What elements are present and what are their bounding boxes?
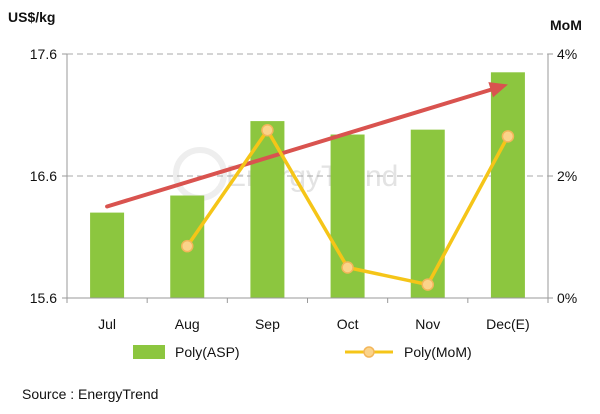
mom-point-3 (341, 261, 354, 274)
mom-point-1 (181, 239, 194, 253)
legend: Poly(ASP) Poly(MoM) (133, 344, 472, 360)
line-series (181, 124, 515, 291)
left-tick-labels: 15.6 16.6 17.6 (30, 46, 67, 306)
legend-line-marker (363, 346, 375, 358)
x-tick-labels: Jul Aug Sep Oct Nov Dec(E) (66, 298, 549, 332)
x-tick-label-5: Dec(E) (486, 316, 530, 332)
x-tick-label-0: Jul (98, 316, 116, 332)
right-tick-label-2: 4% (557, 46, 577, 62)
bar-series (90, 72, 525, 298)
trend-arrow (105, 82, 508, 209)
x-tick-label-1: Aug (175, 316, 200, 332)
legend-bar-swatch (133, 345, 165, 359)
mom-point-4 (421, 278, 434, 291)
bar-0 (90, 212, 125, 298)
left-tick-label-2: 17.6 (30, 46, 57, 62)
gridlines (67, 53, 548, 177)
left-tick-label-0: 15.6 (30, 290, 57, 306)
bar-4 (410, 129, 445, 298)
left-axis-title: US$/kg (8, 9, 55, 25)
x-tick-label-2: Sep (255, 316, 280, 332)
left-tick-label-1: 16.6 (30, 168, 57, 184)
x-tick-label-4: Nov (415, 316, 440, 332)
x-tick-label-3: Oct (337, 316, 359, 332)
source-note: Source : EnergyTrend (22, 386, 158, 402)
right-tick-label-0: 0% (557, 290, 577, 306)
right-tick-label-1: 2% (557, 168, 577, 184)
bar-5 (490, 72, 525, 298)
legend-line-label: Poly(MoM) (404, 344, 472, 360)
trend-arrow-shaft (105, 87, 493, 209)
right-axis-title: MoM (550, 17, 582, 33)
right-tick-labels: 0% 2% 4% (548, 46, 577, 306)
trend-arrow-head (488, 82, 508, 98)
mom-point-2 (261, 124, 274, 137)
legend-bar-label: Poly(ASP) (175, 344, 240, 360)
mom-point-5 (501, 130, 515, 143)
